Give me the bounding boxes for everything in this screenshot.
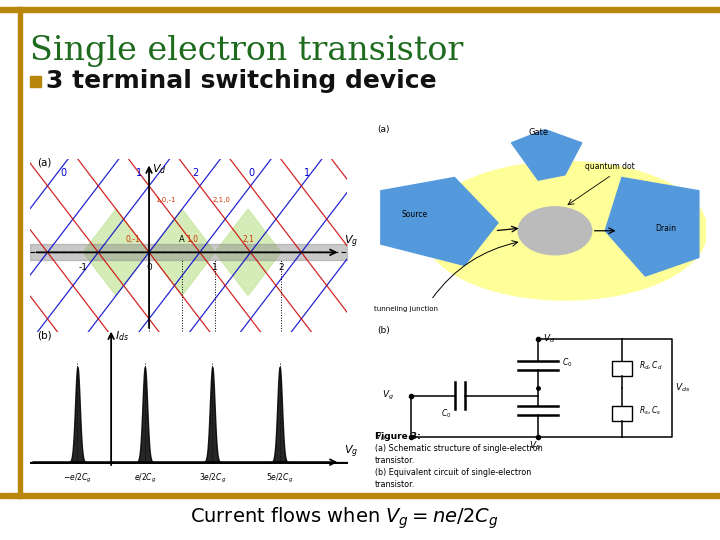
Polygon shape <box>606 178 699 276</box>
Ellipse shape <box>518 207 592 255</box>
Text: $V_{D+}$: $V_{D+}$ <box>374 430 391 443</box>
Text: 1,0,-1: 1,0,-1 <box>156 198 176 204</box>
Text: Source: Source <box>401 211 428 219</box>
Text: $V_{ds}$: $V_{ds}$ <box>675 382 690 394</box>
Text: (b): (b) <box>37 330 52 340</box>
Text: 2: 2 <box>192 167 199 178</box>
Text: quantum dot: quantum dot <box>585 163 635 172</box>
Text: (a): (a) <box>37 158 51 168</box>
Text: $R_s, C_s$: $R_s, C_s$ <box>639 405 661 417</box>
Text: $V_S$: $V_S$ <box>529 440 541 453</box>
Bar <box>0 493 720 498</box>
Text: $I_{ds}$: $I_{ds}$ <box>115 329 130 342</box>
Text: Current flows when $V_g = ne/2C_g$: Current flows when $V_g = ne/2C_g$ <box>190 505 498 531</box>
Polygon shape <box>511 130 582 180</box>
Text: Figure 3:: Figure 3: <box>375 432 420 441</box>
Text: 1: 1 <box>305 167 310 178</box>
Text: $C_0$: $C_0$ <box>441 408 451 420</box>
Text: (a) Schematic structure of single-electron: (a) Schematic structure of single-electr… <box>375 444 543 453</box>
Text: A: A <box>179 235 185 245</box>
Text: 3 terminal switching device: 3 terminal switching device <box>46 69 436 93</box>
Text: 1: 1 <box>136 167 143 178</box>
Text: Gate: Gate <box>528 128 548 137</box>
Polygon shape <box>381 178 498 265</box>
Text: $C_0$: $C_0$ <box>562 356 572 369</box>
Text: $-e/2C_g$: $-e/2C_g$ <box>63 472 92 485</box>
Polygon shape <box>149 209 215 295</box>
Text: 2,1,0: 2,1,0 <box>212 198 230 204</box>
Polygon shape <box>215 209 281 295</box>
Text: $e/2C_g$: $e/2C_g$ <box>134 472 156 485</box>
Text: $3e/2C_g$: $3e/2C_g$ <box>199 472 226 485</box>
Bar <box>612 406 632 421</box>
Bar <box>30 76 41 87</box>
Text: 1,0: 1,0 <box>186 235 198 245</box>
Text: 1: 1 <box>212 263 218 272</box>
Text: transistor.: transistor. <box>375 456 415 465</box>
Text: 0: 0 <box>146 263 152 272</box>
Text: $V_d$: $V_d$ <box>153 163 167 177</box>
Text: $R_d, C_d$: $R_d, C_d$ <box>639 359 662 372</box>
Bar <box>0 7 720 12</box>
Text: 0,-1: 0,-1 <box>125 235 140 245</box>
Text: Single electron transistor: Single electron transistor <box>30 35 464 67</box>
Text: $5e/2C_g$: $5e/2C_g$ <box>266 472 293 485</box>
Text: 2,1: 2,1 <box>242 235 254 245</box>
Text: 2: 2 <box>278 263 284 272</box>
Text: (a): (a) <box>377 125 390 134</box>
Text: $V_d$: $V_d$ <box>543 333 555 346</box>
Text: 0: 0 <box>60 167 66 178</box>
Bar <box>612 361 632 376</box>
Ellipse shape <box>423 161 707 300</box>
Text: $V_g$: $V_g$ <box>382 389 395 402</box>
Text: $V_g$: $V_g$ <box>343 444 358 460</box>
Text: -1: -1 <box>78 263 88 272</box>
Text: tunneling junction: tunneling junction <box>374 306 438 312</box>
Polygon shape <box>83 209 149 295</box>
Text: $V_g$: $V_g$ <box>343 234 358 251</box>
Text: (b) Equivalent circuit of single-electron: (b) Equivalent circuit of single-electro… <box>375 468 531 477</box>
Text: transistor.: transistor. <box>375 480 415 489</box>
Bar <box>18 7 22 498</box>
Text: 0: 0 <box>248 167 254 178</box>
Text: (b): (b) <box>377 326 390 335</box>
Text: Drain: Drain <box>655 224 676 233</box>
